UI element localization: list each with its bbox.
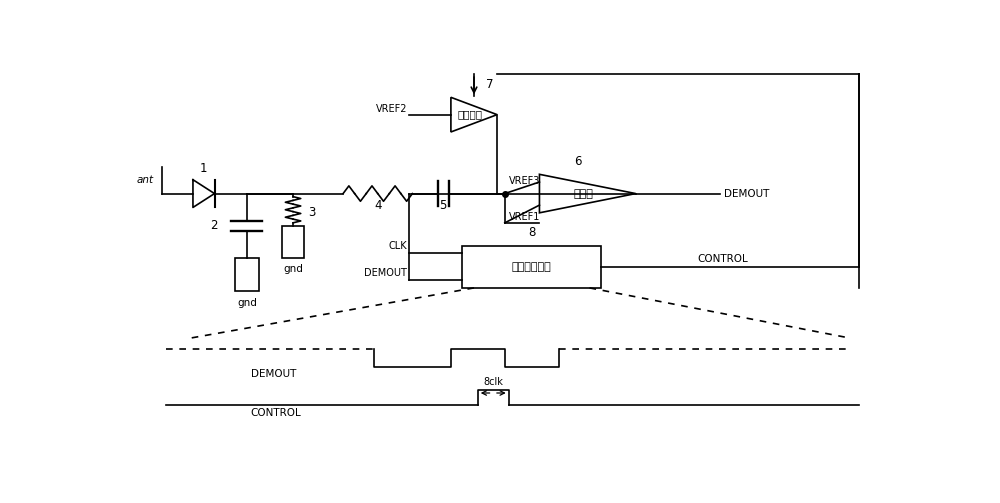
Text: CONTROL: CONTROL xyxy=(697,254,748,264)
Text: DEMOUT: DEMOUT xyxy=(251,369,296,379)
Text: 1: 1 xyxy=(200,162,207,175)
Text: 8clk: 8clk xyxy=(483,377,503,387)
Text: 比较器: 比较器 xyxy=(574,189,594,199)
Text: VREF2: VREF2 xyxy=(376,104,407,114)
Text: 3: 3 xyxy=(308,206,316,219)
Text: 逻辑控制电路: 逻辑控制电路 xyxy=(512,262,552,272)
Text: gnd: gnd xyxy=(283,265,303,275)
Text: 偏置电路: 偏置电路 xyxy=(458,110,483,120)
Text: DEMOUT: DEMOUT xyxy=(724,189,770,199)
Text: VREF3: VREF3 xyxy=(509,177,540,186)
Bar xyxy=(462,245,601,288)
Bar xyxy=(282,226,304,258)
Text: 6: 6 xyxy=(574,155,582,168)
Text: CONTROL: CONTROL xyxy=(251,407,301,417)
Text: 2: 2 xyxy=(210,219,218,232)
Text: gnd: gnd xyxy=(237,298,257,308)
Text: 7: 7 xyxy=(486,78,493,91)
Text: 4: 4 xyxy=(374,199,382,212)
Text: DEMOUT: DEMOUT xyxy=(364,268,407,278)
Text: 8: 8 xyxy=(528,226,535,239)
Bar xyxy=(235,258,259,291)
Text: 5: 5 xyxy=(440,199,447,212)
Text: ant: ant xyxy=(137,175,154,185)
Text: VREF1: VREF1 xyxy=(509,212,540,222)
Text: CLK: CLK xyxy=(388,241,407,251)
